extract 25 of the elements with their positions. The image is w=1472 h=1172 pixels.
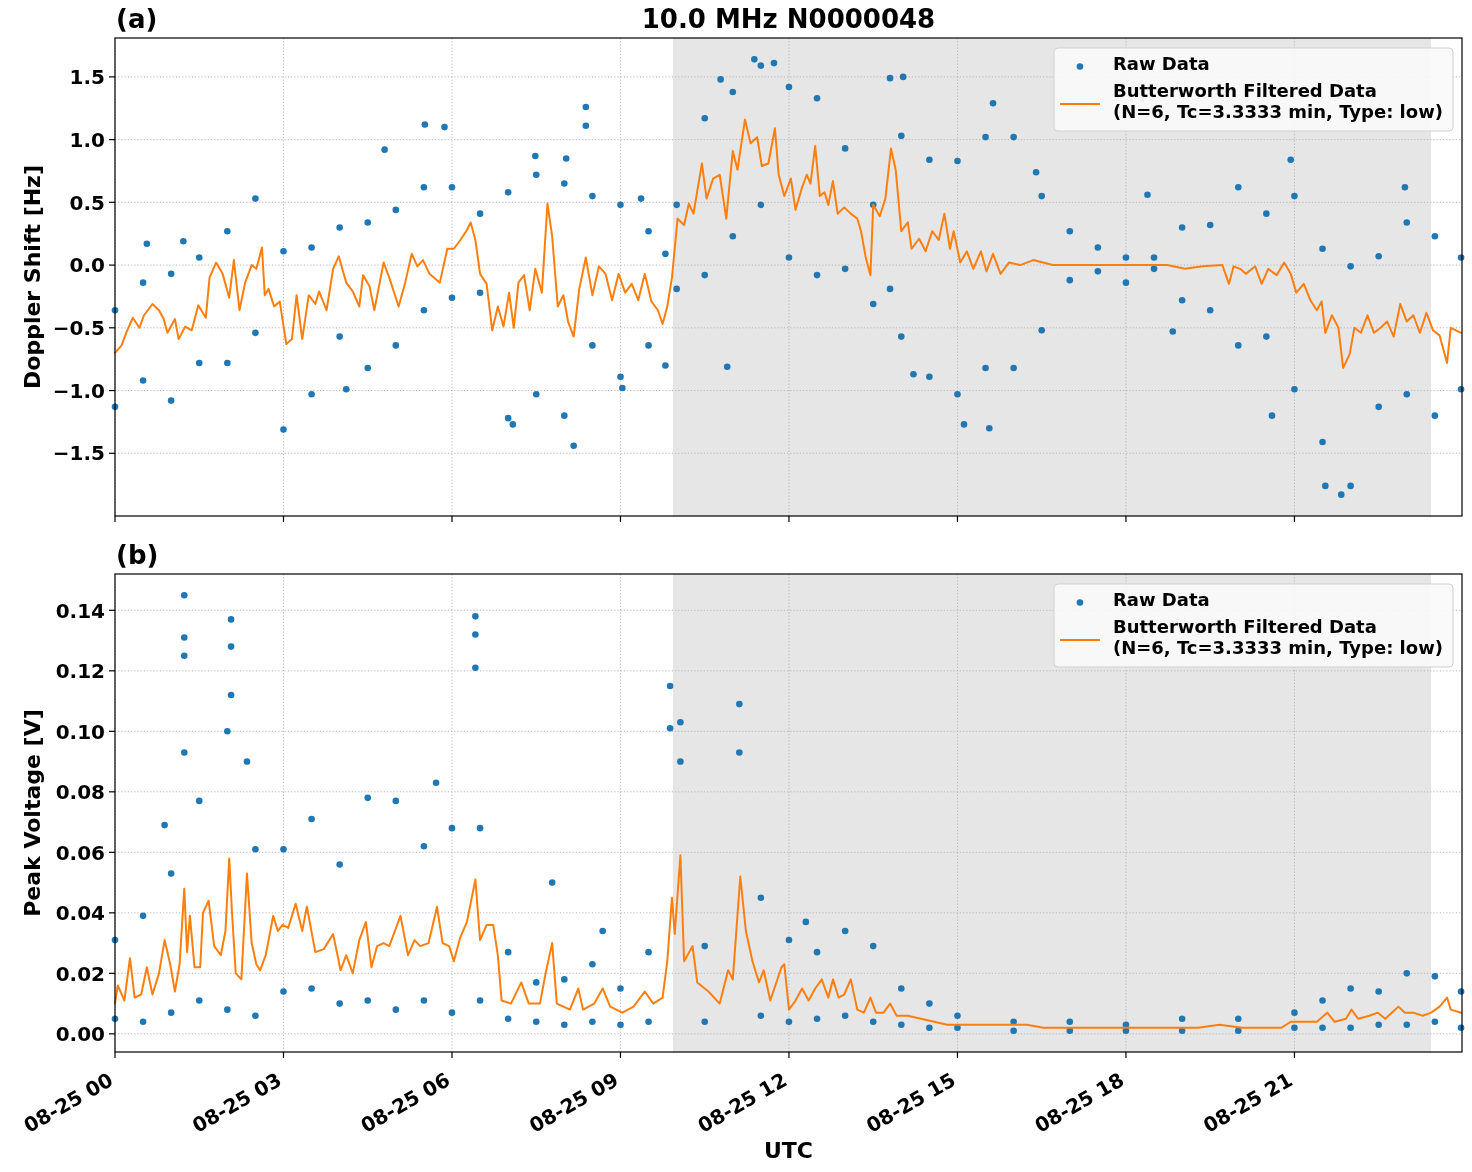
y-tick-label: 0.04 [55, 901, 105, 926]
text: (a) [116, 4, 158, 34]
text: (b) [116, 540, 159, 570]
y-axis-title: Peak Voltage [V] [19, 709, 45, 917]
y-tick-label: 0.10 [55, 719, 105, 744]
x-axis-title: UTC [763, 1138, 814, 1163]
legend-label: Butterworth Filtered Data (N=6, Tc=3.3333 min, Type: low) [1112, 616, 1444, 658]
chart-title: 10.0 MHz N0000048 [641, 4, 936, 34]
y-tick-label: 0.5 [69, 190, 105, 215]
y-tick-label: −1.5 [52, 441, 105, 466]
y-tick-label: 0.02 [55, 961, 105, 986]
y-tick-label: 0.14 [55, 598, 105, 623]
y-tick-label: 1.0 [69, 127, 105, 152]
legend-label: Butterworth Filtered Data (N=6, Tc=3.3333 min, Type: low) [1112, 80, 1444, 122]
y-tick-label: 0.12 [55, 659, 105, 684]
y-tick-label: 0.0 [69, 253, 105, 278]
legend-label: Raw Data [1112, 53, 1210, 74]
y-tick-label: −1.0 [52, 378, 105, 403]
y-tick-label: 0.00 [55, 1022, 105, 1047]
y-axis-title: Doppler Shift [Hz] [19, 165, 45, 389]
legend-label: Raw Data [1112, 589, 1210, 610]
y-tick-label: 0.08 [55, 780, 105, 805]
y-tick-label: −0.5 [52, 316, 105, 341]
y-tick-label: 1.5 [69, 65, 105, 90]
y-tick-label: 0.06 [55, 840, 105, 865]
